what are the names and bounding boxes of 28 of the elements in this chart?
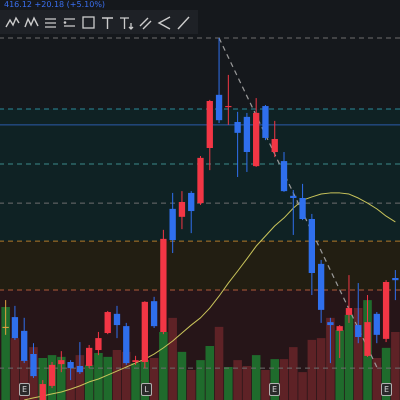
bar (214, 326, 224, 400)
candlestick (392, 270, 399, 301)
candlestick (132, 355, 139, 366)
bar (186, 370, 196, 400)
annotation: L (141, 383, 152, 396)
text: 416.12 +20.18 (+5.10%) (4, 0, 106, 9)
annotation: E (269, 383, 280, 396)
candlestick (299, 183, 306, 221)
bar (1, 306, 10, 400)
annotation: E (19, 383, 30, 396)
bar (150, 358, 158, 400)
candlestick (234, 111, 241, 178)
bar (168, 318, 177, 400)
annotation: E (381, 383, 392, 396)
bar (252, 355, 260, 400)
bar (372, 358, 382, 400)
candlestick (104, 310, 111, 335)
bar (178, 352, 186, 400)
bar (391, 332, 400, 400)
bar (261, 370, 270, 400)
candlestick (188, 190, 194, 234)
candlestick (374, 312, 380, 344)
candlestick (290, 190, 296, 236)
bar (224, 367, 233, 400)
candlestick (272, 120, 278, 158)
candlestick (178, 190, 186, 230)
candlestick (114, 305, 120, 339)
candlestick (225, 74, 232, 126)
